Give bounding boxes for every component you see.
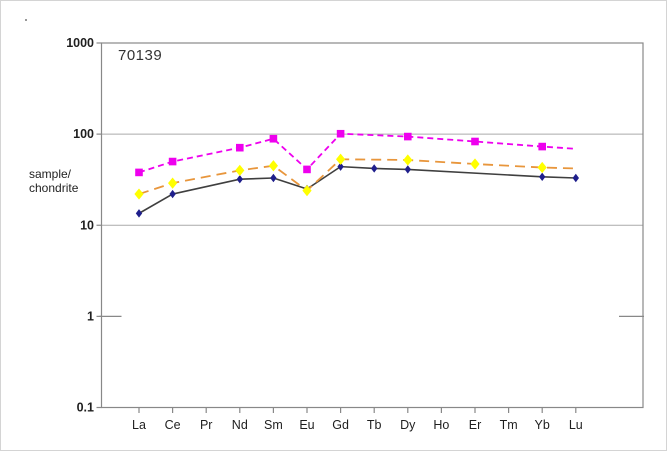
data-point-marker — [404, 165, 411, 174]
data-point-marker — [235, 164, 245, 176]
data-point-marker — [403, 154, 413, 166]
series-line-magenta-dashed-square — [138, 132, 576, 174]
data-point-marker — [236, 175, 243, 184]
x-tick-label: Eu — [299, 418, 314, 432]
data-point-marker — [470, 158, 480, 170]
data-point-marker — [270, 173, 277, 183]
y-tick-label: 1 — [87, 309, 94, 323]
data-point-marker — [471, 137, 479, 146]
x-tick-label: Nd — [232, 418, 248, 432]
y-axis-label-line2: chondrite — [29, 181, 79, 195]
data-point-marker — [538, 142, 546, 151]
data-point-marker — [539, 172, 546, 182]
x-tick-label: Tm — [500, 418, 518, 432]
chart-title: 70139 — [118, 47, 163, 64]
x-tick-label: Yb — [535, 418, 550, 432]
scan-artifact-dot — [25, 19, 27, 21]
data-point-marker — [303, 165, 311, 174]
data-point-marker — [268, 160, 278, 172]
data-point-marker — [168, 177, 178, 189]
x-tick-label: Pr — [200, 418, 213, 432]
series-line-dark-solid-diamond — [138, 165, 576, 215]
series-line-orange-dashed-yellow-diamond — [138, 158, 576, 195]
data-point-marker — [169, 189, 176, 199]
x-tick-label: Dy — [400, 418, 416, 432]
y-tick-label: 0.1 — [77, 401, 94, 415]
y-tick-label: 1000 — [66, 36, 94, 50]
data-point-marker — [168, 157, 177, 166]
data-point-marker — [135, 209, 143, 218]
data-point-marker — [236, 143, 244, 152]
x-tick-label: Ce — [165, 418, 181, 432]
data-point-marker — [537, 161, 547, 174]
plot-frame — [100, 42, 644, 409]
data-point-marker — [135, 168, 143, 177]
x-tick-label: Lu — [569, 418, 583, 432]
data-point-marker — [337, 162, 344, 171]
data-point-marker — [336, 129, 345, 138]
data-point-marker — [336, 153, 346, 165]
x-tick-label: La — [132, 418, 146, 432]
data-point-marker — [404, 132, 412, 141]
data-point-marker — [572, 173, 579, 183]
x-tick-label: Gd — [332, 418, 349, 432]
y-axis-label: sample/ chondrite — [29, 167, 78, 195]
data-point-marker — [371, 164, 378, 173]
y-tick-label: 100 — [73, 127, 94, 141]
y-tick-label: 10 — [80, 218, 94, 232]
y-axis-label-line1: sample/ — [29, 167, 72, 181]
data-point-marker — [134, 188, 144, 200]
data-point-marker — [302, 185, 312, 197]
x-tick-label: Sm — [264, 418, 283, 432]
data-point-marker — [269, 134, 278, 143]
x-tick-label: Ho — [433, 418, 449, 432]
x-tick-label: Er — [469, 418, 482, 432]
x-tick-label: Tb — [367, 418, 382, 432]
